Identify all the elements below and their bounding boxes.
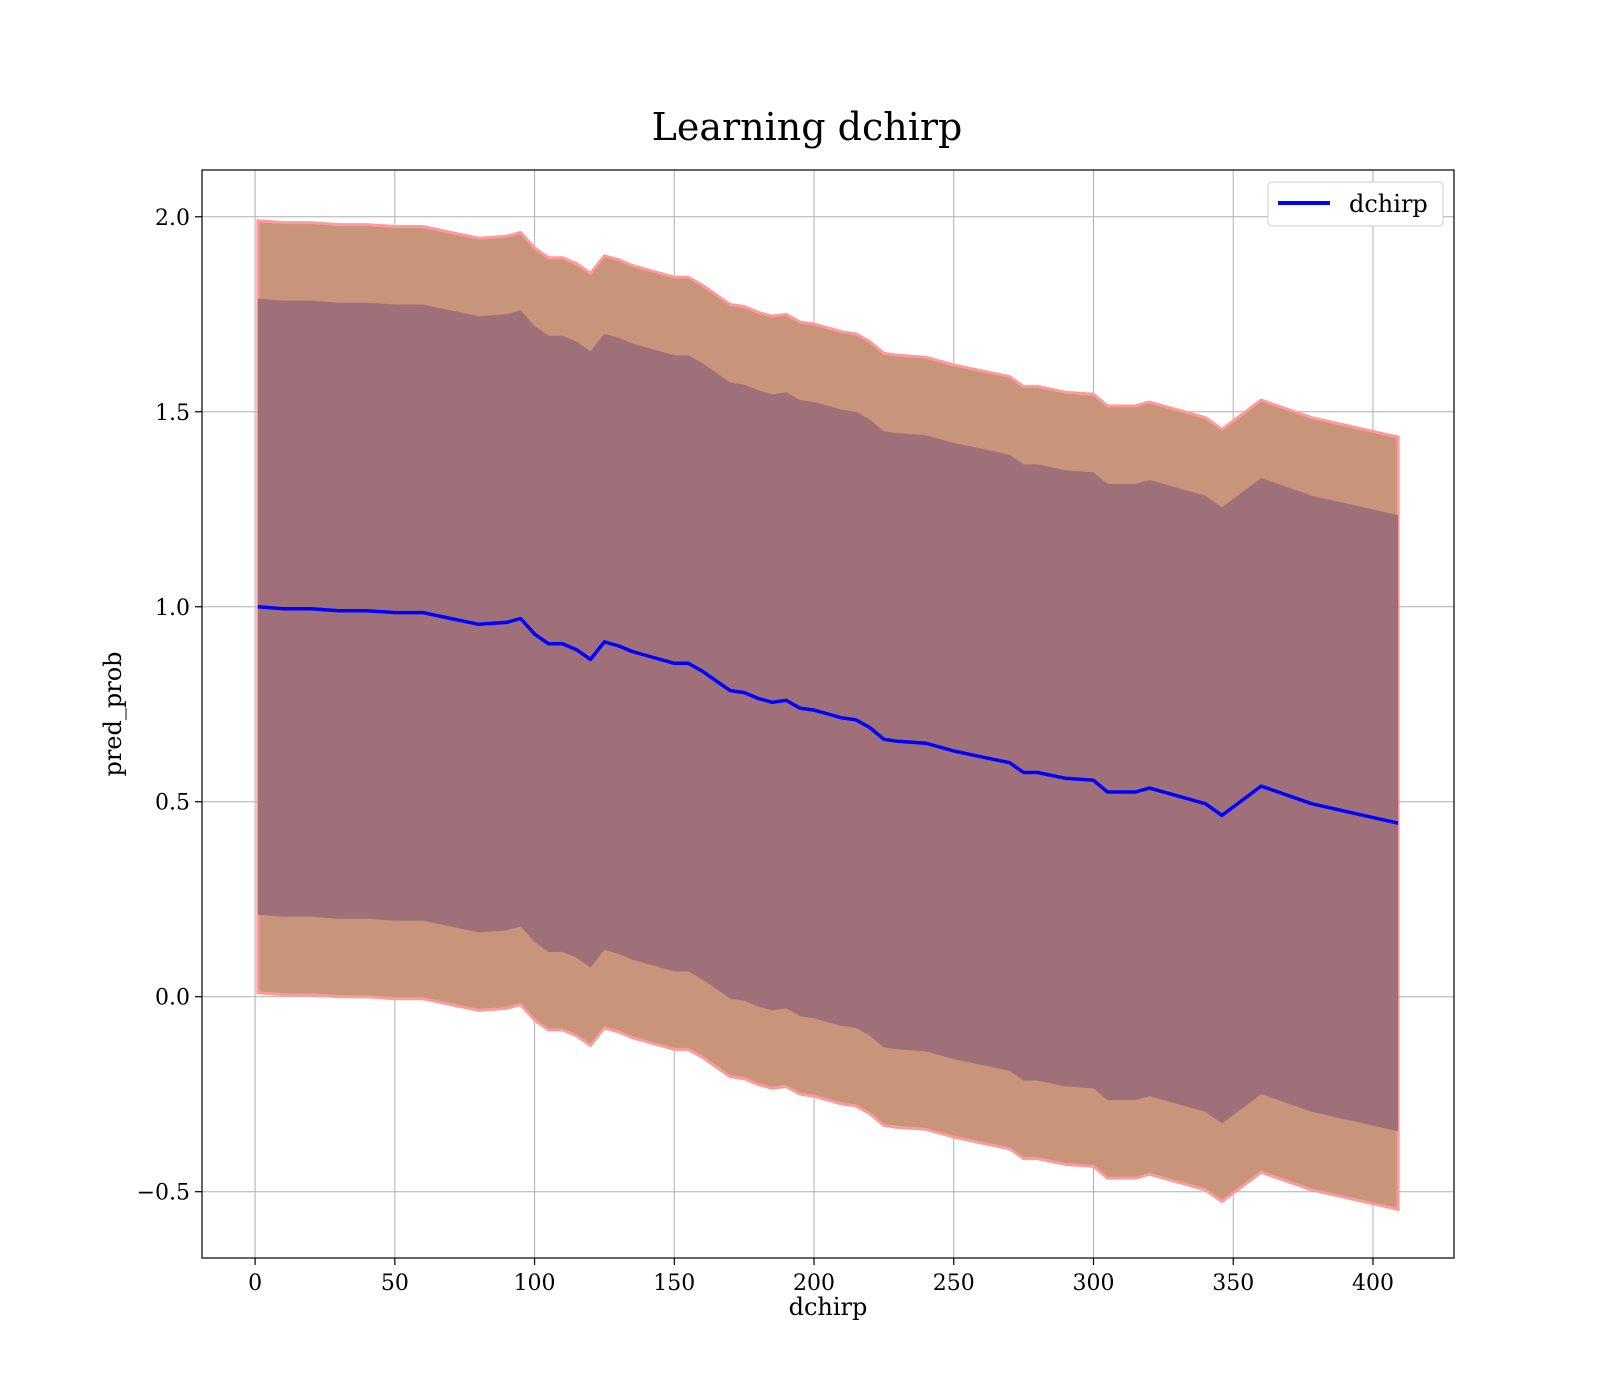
chart-title: Learning dchirp	[652, 105, 963, 149]
legend-box	[1267, 181, 1444, 227]
plot-area	[201, 169, 1455, 1259]
y-tick-label-1: 0.0	[155, 986, 190, 1011]
y-tick-label-4: 1.5	[155, 401, 190, 426]
y-tick-label-2: 0.5	[155, 791, 190, 816]
y-tick-label-0: −0.5	[137, 1181, 190, 1206]
x-tick-label-4: 200	[793, 1271, 835, 1296]
y-tick-label-5: 2.0	[155, 206, 190, 231]
series-line-dchirp	[257, 605, 1399, 825]
x-tick-label-3: 150	[653, 1271, 695, 1296]
x-tick-label-1: 50	[381, 1271, 409, 1296]
x-tick-label-7: 350	[1212, 1271, 1254, 1296]
y-axis-ticks: −0.5 0.0 0.5 1.0 1.5 2.0	[137, 206, 202, 1206]
x-tick-label-0: 0	[248, 1271, 262, 1296]
y-tick-label-3: 1.0	[155, 596, 190, 621]
x-axis-ticks: 0 50 100 150 200 250 300 350 400	[248, 1258, 1394, 1296]
plot-frame	[201, 169, 1455, 1259]
x-tick-label-2: 100	[514, 1271, 556, 1296]
x-tick-label-5: 250	[933, 1271, 975, 1296]
x-tick-label-8: 400	[1352, 1271, 1394, 1296]
x-tick-label-6: 300	[1072, 1271, 1114, 1296]
legend: dchirp	[1267, 181, 1444, 227]
x-axis-label: dchirp	[789, 1293, 868, 1321]
y-axis-label: pred_prob	[99, 651, 127, 776]
legend-label-dchirp: dchirp	[1349, 190, 1428, 218]
